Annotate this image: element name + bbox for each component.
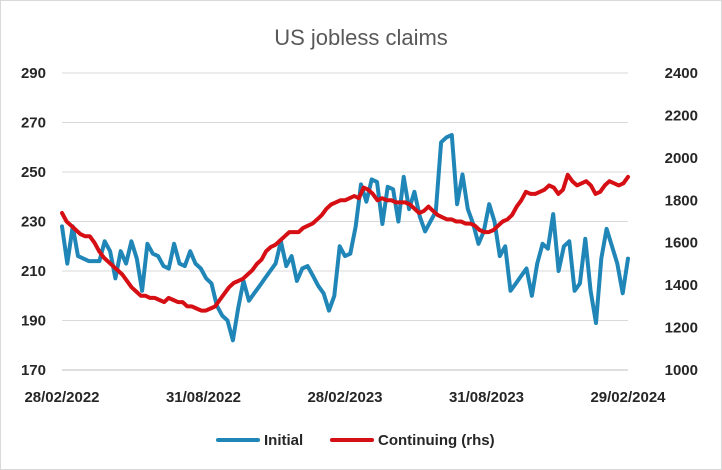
x-tick-label: 28/02/2022 — [24, 389, 99, 406]
left-axis: 170 190 210 230 250 270 290 — [21, 65, 46, 379]
x-tick-label: 31/08/2023 — [449, 389, 524, 406]
left-tick-label: 250 — [21, 164, 46, 181]
right-tick-label: 2200 — [665, 107, 698, 124]
right-axis: 1000 1200 1400 1600 1800 2000 2200 2400 — [665, 65, 698, 379]
right-tick-label: 1600 — [665, 235, 698, 252]
left-tick-label: 170 — [21, 362, 46, 379]
plot-area — [60, 132, 630, 343]
series-line-continuing — [60, 172, 630, 313]
right-tick-label: 1000 — [665, 362, 698, 379]
legend: Initial Continuing (rhs) — [216, 432, 495, 449]
left-tick-label: 190 — [21, 313, 46, 330]
x-tick-label: 28/02/2023 — [307, 389, 382, 406]
right-tick-label: 1400 — [665, 277, 698, 294]
left-tick-label: 290 — [21, 65, 46, 82]
legend-label-initial: Initial — [264, 432, 303, 449]
legend-label-continuing: Continuing (rhs) — [378, 432, 495, 449]
left-tick-label: 270 — [21, 115, 46, 132]
series-line-initial — [60, 132, 630, 343]
right-tick-label: 1200 — [665, 320, 698, 337]
x-axis: 28/02/2022 31/08/2022 28/02/2023 31/08/2023… — [24, 369, 666, 406]
x-tick-label: 31/08/2022 — [166, 389, 241, 406]
gridlines — [62, 72, 628, 371]
right-tick-label: 2000 — [665, 150, 698, 167]
chart-title: US jobless claims — [274, 25, 448, 50]
x-tick-label: 29/02/2024 — [590, 389, 666, 406]
left-tick-label: 210 — [21, 263, 46, 280]
right-tick-label: 1800 — [665, 192, 698, 209]
left-tick-label: 230 — [21, 214, 46, 231]
right-tick-label: 2400 — [665, 65, 698, 82]
